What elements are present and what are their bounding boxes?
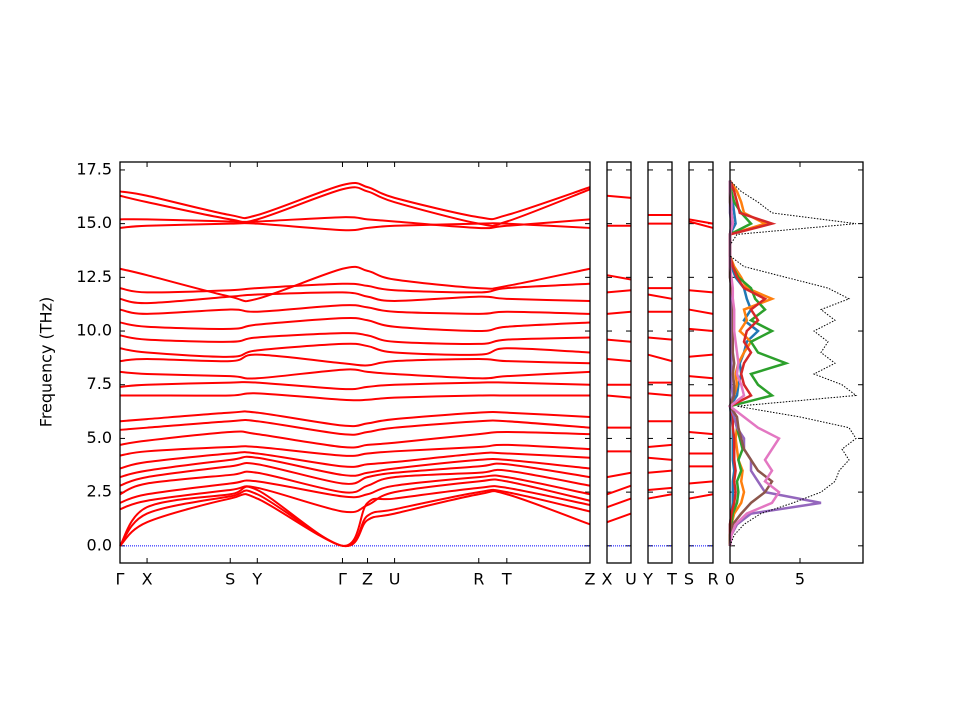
band — [688, 375, 714, 380]
x-tick-label: S — [225, 570, 235, 589]
band — [606, 274, 632, 281]
band — [119, 381, 591, 391]
band — [647, 486, 673, 491]
band — [119, 353, 591, 367]
band — [119, 316, 591, 333]
y-tick-label: 0.0 — [87, 535, 112, 554]
total-dos — [729, 180, 858, 546]
band — [119, 222, 591, 232]
x-tick-label: X — [142, 570, 153, 589]
band — [647, 392, 673, 397]
band — [606, 338, 632, 343]
y-tick-label: 7.5 — [87, 374, 112, 393]
y-tick-label: 10.0 — [76, 321, 112, 340]
band — [606, 289, 632, 294]
band — [606, 512, 632, 524]
band — [688, 353, 714, 358]
band — [119, 182, 591, 221]
x-tick-label: Y — [251, 570, 262, 589]
y-tick-label: 5.0 — [87, 428, 112, 447]
y-tick-label: 15.0 — [76, 213, 112, 232]
band — [119, 368, 591, 380]
band — [119, 419, 591, 436]
x-tick-label: U — [625, 570, 637, 589]
band — [688, 480, 714, 485]
band — [119, 451, 591, 470]
band — [606, 357, 632, 363]
band — [606, 497, 632, 509]
y-axis-label: Frequency (THz) — [37, 297, 56, 427]
band — [119, 265, 591, 303]
band — [119, 468, 591, 496]
band — [647, 336, 673, 341]
band — [647, 293, 673, 300]
panel-frame — [119, 161, 591, 564]
band — [688, 218, 714, 225]
x-tick-label: Γ — [338, 570, 347, 589]
band — [606, 484, 632, 496]
band — [606, 471, 632, 479]
x-tick-label: T — [666, 570, 677, 589]
y-tick-label: 12.5 — [76, 267, 112, 286]
band — [688, 430, 714, 436]
band — [647, 493, 673, 500]
band — [120, 392, 590, 402]
band — [119, 291, 591, 305]
band — [606, 394, 632, 399]
x-tick-label: Γ — [116, 570, 125, 589]
band — [119, 430, 591, 449]
band — [119, 443, 591, 457]
x-tick-label: U — [389, 570, 401, 589]
band — [688, 327, 714, 333]
x-tick-label: Z — [585, 570, 596, 589]
panel-frame — [647, 161, 673, 564]
x-tick-label: R — [473, 570, 484, 589]
band — [119, 342, 591, 358]
x-tick-label: R — [707, 570, 718, 589]
x-tick-label: Y — [642, 570, 653, 589]
x-tick-label: T — [501, 570, 512, 589]
x-tick-label: 0 — [725, 570, 735, 589]
band — [119, 478, 591, 514]
band — [647, 353, 673, 363]
band — [647, 456, 673, 461]
x-tick-label: 5 — [795, 570, 805, 589]
band — [119, 410, 591, 428]
band — [647, 443, 673, 449]
panel-frame — [688, 161, 714, 564]
band — [119, 186, 591, 227]
band — [688, 308, 714, 315]
band — [119, 485, 591, 547]
y-tick-label: 17.5 — [76, 159, 112, 178]
band — [688, 493, 714, 500]
band — [606, 194, 632, 199]
band — [119, 462, 591, 487]
band — [119, 282, 591, 294]
band — [119, 488, 591, 547]
panel-frame — [729, 161, 864, 564]
band — [688, 220, 714, 229]
x-tick-label: S — [684, 570, 694, 589]
band — [119, 216, 591, 230]
band — [119, 304, 591, 315]
band — [647, 469, 673, 474]
band — [119, 474, 591, 504]
band — [119, 455, 591, 479]
panel-frame — [606, 161, 632, 564]
x-tick-label: X — [602, 570, 613, 589]
x-tick-label: Z — [362, 570, 373, 589]
y-tick-label: 2.5 — [87, 482, 112, 501]
band — [606, 310, 632, 315]
band — [119, 332, 591, 345]
band — [688, 289, 714, 294]
